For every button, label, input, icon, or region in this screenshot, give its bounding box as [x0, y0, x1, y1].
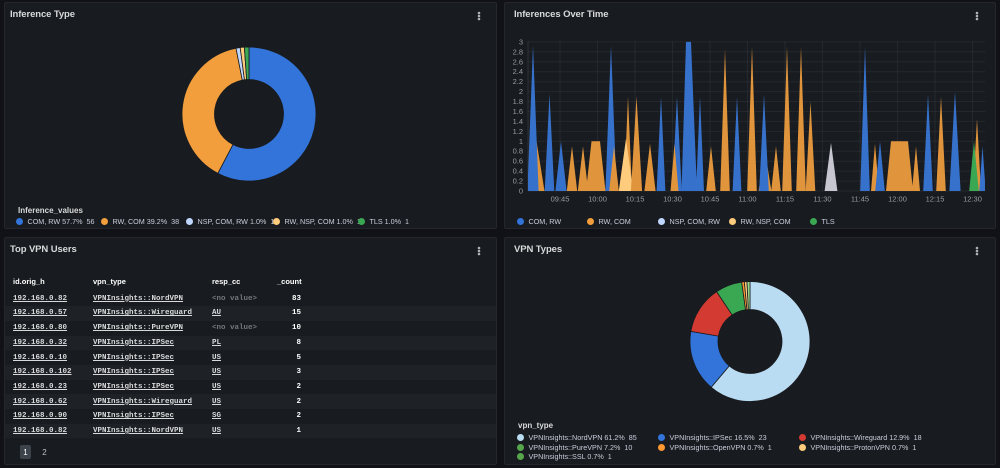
- svg-text:2: 2: [519, 87, 523, 96]
- svg-text:2.8: 2.8: [513, 47, 523, 56]
- svg-text:10:00: 10:00: [588, 195, 607, 204]
- svg-text:1: 1: [519, 137, 523, 146]
- svg-text:2.6: 2.6: [513, 57, 523, 66]
- svg-text:2.2: 2.2: [513, 77, 523, 86]
- svg-text:0.4: 0.4: [513, 167, 523, 176]
- svg-text:1.4: 1.4: [513, 117, 523, 126]
- svg-text:10:45: 10:45: [701, 195, 720, 204]
- svg-text:12:15: 12:15: [926, 195, 945, 204]
- svg-text:11:30: 11:30: [813, 195, 831, 204]
- svg-text:12:00: 12:00: [888, 195, 907, 204]
- svg-text:0.6: 0.6: [513, 157, 523, 166]
- svg-text:10:15: 10:15: [626, 195, 645, 204]
- svg-text:0: 0: [519, 187, 523, 196]
- svg-text:11:00: 11:00: [738, 195, 756, 204]
- svg-text:1.2: 1.2: [513, 127, 523, 136]
- svg-text:12:30: 12:30: [963, 195, 982, 204]
- svg-text:11:45: 11:45: [851, 195, 869, 204]
- svg-text:0.2: 0.2: [513, 177, 523, 186]
- svg-text:3: 3: [519, 37, 523, 46]
- svg-text:0.8: 0.8: [513, 147, 523, 156]
- svg-text:10:30: 10:30: [663, 195, 682, 204]
- svg-text:2.4: 2.4: [513, 67, 523, 76]
- svg-text:1.6: 1.6: [513, 107, 523, 116]
- svg-text:09:45: 09:45: [551, 195, 570, 204]
- svg-text:11:15: 11:15: [776, 195, 794, 204]
- svg-text:1.8: 1.8: [513, 97, 523, 106]
